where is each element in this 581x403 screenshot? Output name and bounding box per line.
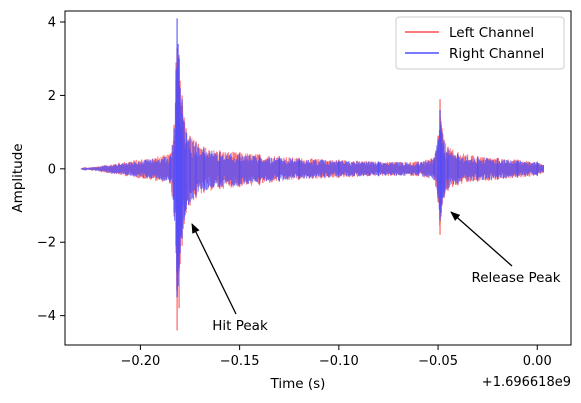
y-axis-label: Amplitude — [10, 143, 26, 212]
legend-label-left-channel: Left Channel — [449, 25, 534, 41]
legend: Left Channel Right Channel — [395, 16, 565, 70]
x-tick-label: −0.15 — [220, 354, 260, 369]
series-layer — [80, 18, 544, 331]
series-line-1 — [80, 57, 544, 292]
annotations: Hit Peak Release Peak — [191, 211, 561, 334]
annotation-label: Hit Peak — [212, 318, 268, 334]
y-tick-label: 4 — [48, 16, 56, 31]
y-tick-label: −2 — [37, 236, 56, 251]
axes-frame — [64, 10, 572, 346]
x-tick-label: −0.05 — [418, 354, 458, 369]
series-right-channel — [80, 18, 544, 298]
x-tick-label: −0.10 — [319, 354, 359, 369]
legend-box — [395, 16, 565, 70]
y-tick-label: 0 — [48, 162, 56, 177]
series-left-channel — [80, 47, 544, 331]
y-tick-label: −4 — [37, 309, 56, 324]
annotation-arrow — [191, 223, 237, 315]
x-tick-label: −0.20 — [120, 354, 160, 369]
annotation-arrow — [450, 211, 513, 267]
legend-label-right-channel: Right Channel — [449, 46, 544, 62]
x-axis-label: Time (s) — [270, 376, 326, 392]
x-tick-label: 0.00 — [523, 354, 552, 369]
x-ticks: −0.20 −0.15 −0.10 −0.05 0.00 — [120, 345, 552, 369]
y-ticks: −4 −2 0 2 4 — [37, 16, 65, 324]
y-tick-label: 2 — [48, 89, 56, 104]
series-line-0 — [80, 70, 544, 296]
annotation-label: Release Peak — [471, 270, 560, 286]
x-offset-label: +1.696618e9 — [482, 375, 571, 390]
